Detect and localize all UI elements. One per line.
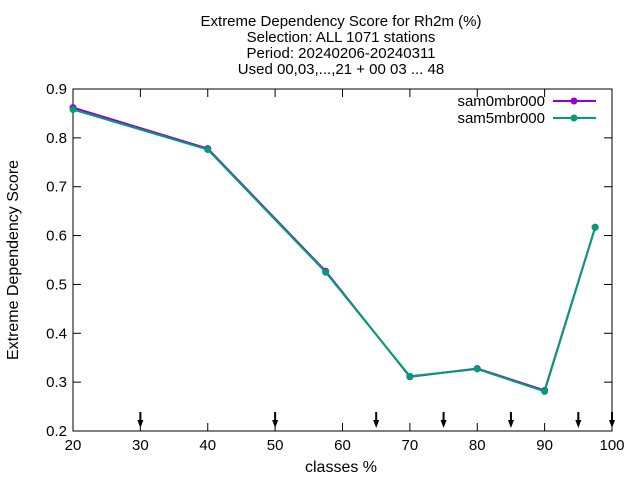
class-arrow-marker — [507, 412, 514, 428]
x-axis: 20 30 40 50 60 70 80 90 100 — [65, 89, 625, 454]
x-tick-label: 50 — [267, 437, 284, 454]
legend-item: sam0mbr000 — [457, 93, 596, 110]
x-tick-label: 20 — [65, 437, 82, 454]
x-tick-label: 40 — [199, 437, 216, 454]
class-arrow-marker — [575, 412, 582, 428]
chart-title: Extreme Dependency Score for Rh2m (%)Sel… — [201, 13, 482, 78]
legend-marker — [570, 97, 578, 105]
y-tick-label: 0.6 — [46, 228, 67, 245]
y-tick-label: 0.2 — [46, 423, 67, 440]
y-axis-label: Extreme Dependency Score — [5, 160, 22, 360]
class-arrow-marker — [440, 412, 447, 428]
data-point — [204, 146, 212, 154]
class-arrow-marker — [137, 412, 144, 428]
series-layer — [69, 104, 599, 395]
class-arrow-marker — [609, 412, 615, 428]
series-sam5mbr000 — [69, 106, 599, 395]
x-tick-label: 100 — [599, 437, 624, 454]
x-tick-label: 90 — [536, 437, 553, 454]
legend-marker — [570, 114, 578, 122]
y-tick-label: 0.9 — [46, 81, 67, 98]
chart-title-line: Selection: ALL 1071 stations — [247, 29, 436, 46]
y-tick-label: 0.5 — [46, 276, 67, 293]
data-point — [591, 223, 599, 231]
data-point — [473, 365, 481, 373]
y-tick-label: 0.7 — [46, 179, 67, 196]
x-axis-label: classes % — [305, 459, 377, 476]
x-tick-label: 30 — [132, 437, 149, 454]
data-point — [406, 372, 414, 380]
data-point — [541, 387, 549, 395]
legend-label: sam0mbr000 — [457, 93, 545, 110]
class-arrow-markers — [137, 412, 615, 428]
class-arrow-marker — [373, 412, 380, 428]
legend-item: sam5mbr000 — [457, 110, 596, 127]
x-tick-label: 80 — [469, 437, 486, 454]
x-tick-label: 60 — [334, 437, 351, 454]
series-line — [72, 106, 597, 392]
data-point — [322, 268, 330, 276]
x-tick-label: 70 — [402, 437, 419, 454]
y-tick-label: 0.8 — [46, 130, 67, 147]
chart-title-line: Period: 20240206-20240311 — [246, 45, 435, 62]
data-point — [69, 106, 77, 114]
series-line — [72, 108, 597, 393]
legend-label: sam5mbr000 — [457, 110, 545, 127]
class-arrow-marker — [272, 412, 279, 428]
chart-title-line: Used 00,03,...,21 + 00 03 ... 48 — [238, 61, 444, 78]
chart-title-line: Extreme Dependency Score for Rh2m (%) — [201, 13, 482, 30]
series-sam0mbr000 — [69, 104, 599, 394]
plot-area — [72, 88, 613, 432]
y-tick-label: 0.3 — [46, 374, 67, 391]
plot-border — [72, 88, 613, 432]
y-tick-label: 0.4 — [46, 325, 67, 342]
y-axis: 0.2 0.3 0.4 0.5 0.6 0.7 0.8 0.9 — [46, 81, 612, 440]
